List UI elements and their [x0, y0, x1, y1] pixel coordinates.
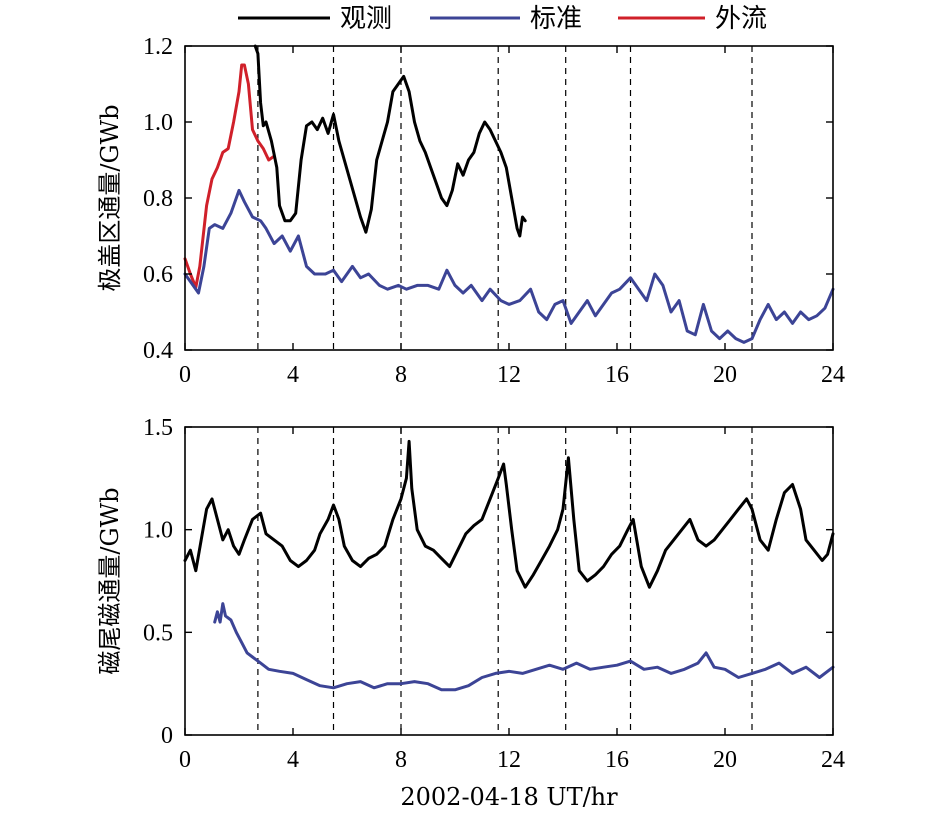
x-tick-label: 24 [821, 362, 845, 388]
y-tick-label: 0.8 [143, 186, 173, 212]
x-tick-label: 16 [605, 362, 629, 388]
y-tick-label: 1.0 [143, 518, 173, 544]
legend-label-standard: 标准 [530, 4, 582, 34]
series-line-standard [183, 188, 835, 344]
axis-ticks: 0 4 8 12 16 20 24 0.4 0.6 0.8 1.0 1.2 [143, 34, 845, 388]
y-tick-label: 0.5 [143, 620, 173, 646]
x-tick-label: 0 [179, 362, 191, 388]
y-tick-label: 0 [161, 723, 173, 749]
y-axis-label: 磁尾磁通量/GWb [96, 487, 124, 674]
x-tick-label: 20 [713, 747, 737, 773]
y-tick-label: 0.4 [143, 338, 173, 364]
magnetotail-flux-panel: 0 4 8 12 16 20 24 0 0.5 1.0 1.5 磁尾磁通量/GWb [96, 415, 845, 773]
polar-cap-flux-panel: 0 4 8 12 16 20 24 0.4 0.6 0.8 1.0 1.2 极盖区通量/GWb [96, 34, 845, 388]
axis-ticks: 0 4 8 12 16 20 24 0 0.5 1.0 1.5 [143, 415, 845, 773]
series-line-observed [253, 44, 527, 238]
x-tick-label: 4 [287, 747, 299, 773]
y-tick-label: 0.6 [143, 262, 173, 288]
legend-label-outflow: 外流 [715, 4, 767, 34]
y-tick-label: 1.2 [143, 34, 173, 60]
x-tick-label: 4 [287, 362, 299, 388]
series-lines [183, 44, 835, 344]
series-line-observed [183, 439, 835, 589]
x-tick-label: 12 [497, 747, 521, 773]
x-tick-label: 20 [713, 362, 737, 388]
x-tick-label: 24 [821, 747, 845, 773]
series-line-outflow [183, 63, 276, 289]
series-lines [183, 439, 835, 692]
vertical-reference-lines [257, 427, 753, 735]
y-tick-label: 1.5 [143, 415, 173, 441]
series-line-standard [213, 602, 835, 692]
legend: 观测 标准 外流 [238, 4, 767, 34]
y-axis-label: 极盖区通量/GWb [96, 104, 124, 291]
x-tick-label: 12 [497, 362, 521, 388]
y-tick-label: 1.0 [143, 110, 173, 136]
x-tick-label: 0 [179, 747, 191, 773]
plot-frame [184, 426, 834, 736]
x-tick-label: 8 [395, 362, 407, 388]
x-axis-label: 2002-04-18 UT/hr [400, 783, 618, 811]
x-tick-label: 16 [605, 747, 629, 773]
legend-label-observed: 观测 [340, 4, 392, 34]
x-tick-label: 8 [395, 747, 407, 773]
